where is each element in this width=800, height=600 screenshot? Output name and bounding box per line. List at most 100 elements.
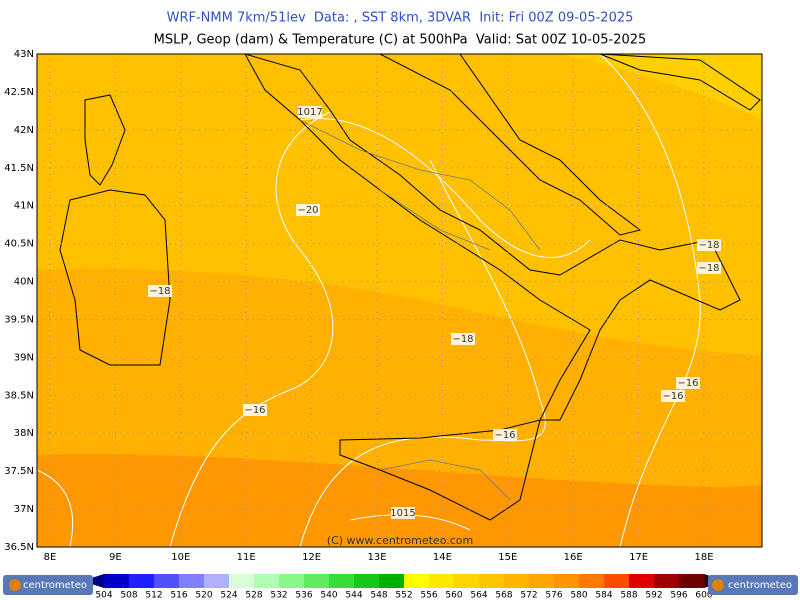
map-field: [36, 53, 762, 548]
lat-label: 42.5N: [4, 87, 34, 98]
colorbar-swatch: [204, 574, 229, 588]
lon-label: 18E: [694, 552, 713, 563]
graticule: [37, 53, 762, 548]
contour-label: −18: [698, 263, 719, 274]
lat-label: 36.5N: [4, 542, 34, 553]
colorbar-label: 528: [245, 591, 262, 600]
logo-right: centrometeo: [708, 575, 798, 595]
field-band: [560, 54, 762, 120]
lat-label: 38N: [14, 428, 34, 439]
colorbar-swatch: [279, 574, 304, 588]
contour-label: −16: [662, 391, 683, 402]
colorbar-swatch: [454, 574, 479, 588]
colorbar-label: 524: [220, 591, 237, 600]
colorbar-label: 552: [395, 591, 412, 600]
colorbar-swatch: [254, 574, 279, 588]
map-labels: 43N 42.5N 42N 41.5N 41N 40.5N 40N 39.5N 39N 38.5N…: [4, 49, 721, 563]
colorbar-label: 568: [495, 591, 512, 600]
credit: (C) www.centrometeo.com: [327, 534, 473, 547]
contour-label-bg: [676, 377, 700, 389]
lon-label: 8E: [44, 552, 57, 563]
lat-label: 37N: [14, 504, 34, 515]
colorbar-label: 512: [145, 591, 162, 600]
colorbar-swatch: [329, 574, 354, 588]
colorbar-label: 536: [295, 591, 312, 600]
contour-label-bg: [243, 404, 267, 416]
colorbar-label: 516: [170, 591, 187, 600]
contour-label-bg: [451, 333, 475, 345]
contour-label-bg: [391, 507, 415, 519]
lat-label: 39N: [14, 352, 34, 363]
colorbar-label: 592: [645, 591, 662, 600]
colorbar-label: 576: [545, 591, 562, 600]
colorbar-label: 532: [270, 591, 287, 600]
contour-label: −16: [244, 405, 265, 416]
colorbar-swatch: [579, 574, 604, 588]
colorbar-swatch: [379, 574, 404, 588]
contour-label-bg: [697, 262, 721, 274]
logo-text: centrometeo: [728, 580, 792, 591]
colorbar-swatch: [129, 574, 154, 588]
contour-label: −18: [698, 240, 719, 251]
colorbar-swatch: [154, 574, 179, 588]
colorbar-label: 600: [695, 591, 712, 600]
lon-label: 17E: [629, 552, 648, 563]
contour-label-bg: [493, 429, 517, 441]
lat-label: 41.5N: [4, 163, 34, 174]
lon-label: 15E: [498, 552, 517, 563]
contour-label-bg: [697, 239, 721, 251]
contour-label-bg: [148, 285, 172, 297]
field-band: [37, 454, 762, 547]
colorbar-swatch: [629, 574, 654, 588]
colorbar-swatch: [304, 574, 329, 588]
contour-label: −20: [297, 205, 318, 216]
colorbar: 504 508 512 516 520 524 528 532 536 540 544 548 552 5…: [82, 574, 726, 600]
logo-left: centrometeo: [3, 575, 93, 595]
borders: [299, 119, 541, 501]
map-frame: [36, 53, 763, 548]
contour-label: −16: [677, 378, 698, 389]
colorbar-label: 504: [95, 591, 112, 600]
lat-label: 37.5N: [4, 466, 34, 477]
colorbar-swatch: [504, 574, 529, 588]
colorbar-swatch: [229, 574, 254, 588]
lon-label: 12E: [302, 552, 321, 563]
lon-label: 11E: [237, 552, 256, 563]
colorbar-label: 556: [420, 591, 437, 600]
colorbar-label: 596: [670, 591, 687, 600]
header-line-2: MSLP, Geop (dam) & Temperature (C) at 50…: [154, 33, 647, 48]
colorbar-swatch: [654, 574, 679, 588]
contour-label: −18: [452, 334, 473, 345]
colorbar-label: 588: [620, 591, 637, 600]
colorbar-label: 572: [520, 591, 537, 600]
colorbar-label: 508: [120, 591, 137, 600]
contour-label-bg: [661, 390, 685, 402]
colorbar-swatch: [354, 574, 379, 588]
coastlines: [59, 53, 761, 521]
lat-label: 43N: [14, 49, 34, 60]
lat-label: 39.5N: [4, 314, 34, 325]
colorbar-label: 580: [570, 591, 587, 600]
lat-label: 41N: [14, 201, 34, 212]
lat-label: 40.5N: [4, 239, 34, 250]
lon-label: 9E: [109, 552, 122, 563]
contour-label-bg: [296, 204, 320, 216]
colorbar-swatch: [479, 574, 504, 588]
colorbar-swatch: [679, 574, 704, 588]
lat-label: 40N: [14, 277, 34, 288]
contour-label-bg: [298, 106, 322, 118]
contours: [36, 53, 701, 548]
colorbar-label: 540: [320, 591, 337, 600]
colorbar-label: 564: [470, 591, 487, 600]
colorbar-swatch: [604, 574, 629, 588]
contour-label: −16: [494, 430, 515, 441]
colorbar-swatch: [404, 574, 429, 588]
lon-label: 10E: [171, 552, 190, 563]
colorbar-swatch: [429, 574, 454, 588]
lat-label: 42N: [14, 125, 34, 136]
colorbar-swatch: [104, 574, 129, 588]
lon-label: 14E: [433, 552, 452, 563]
contour-label: 1017: [297, 107, 322, 118]
